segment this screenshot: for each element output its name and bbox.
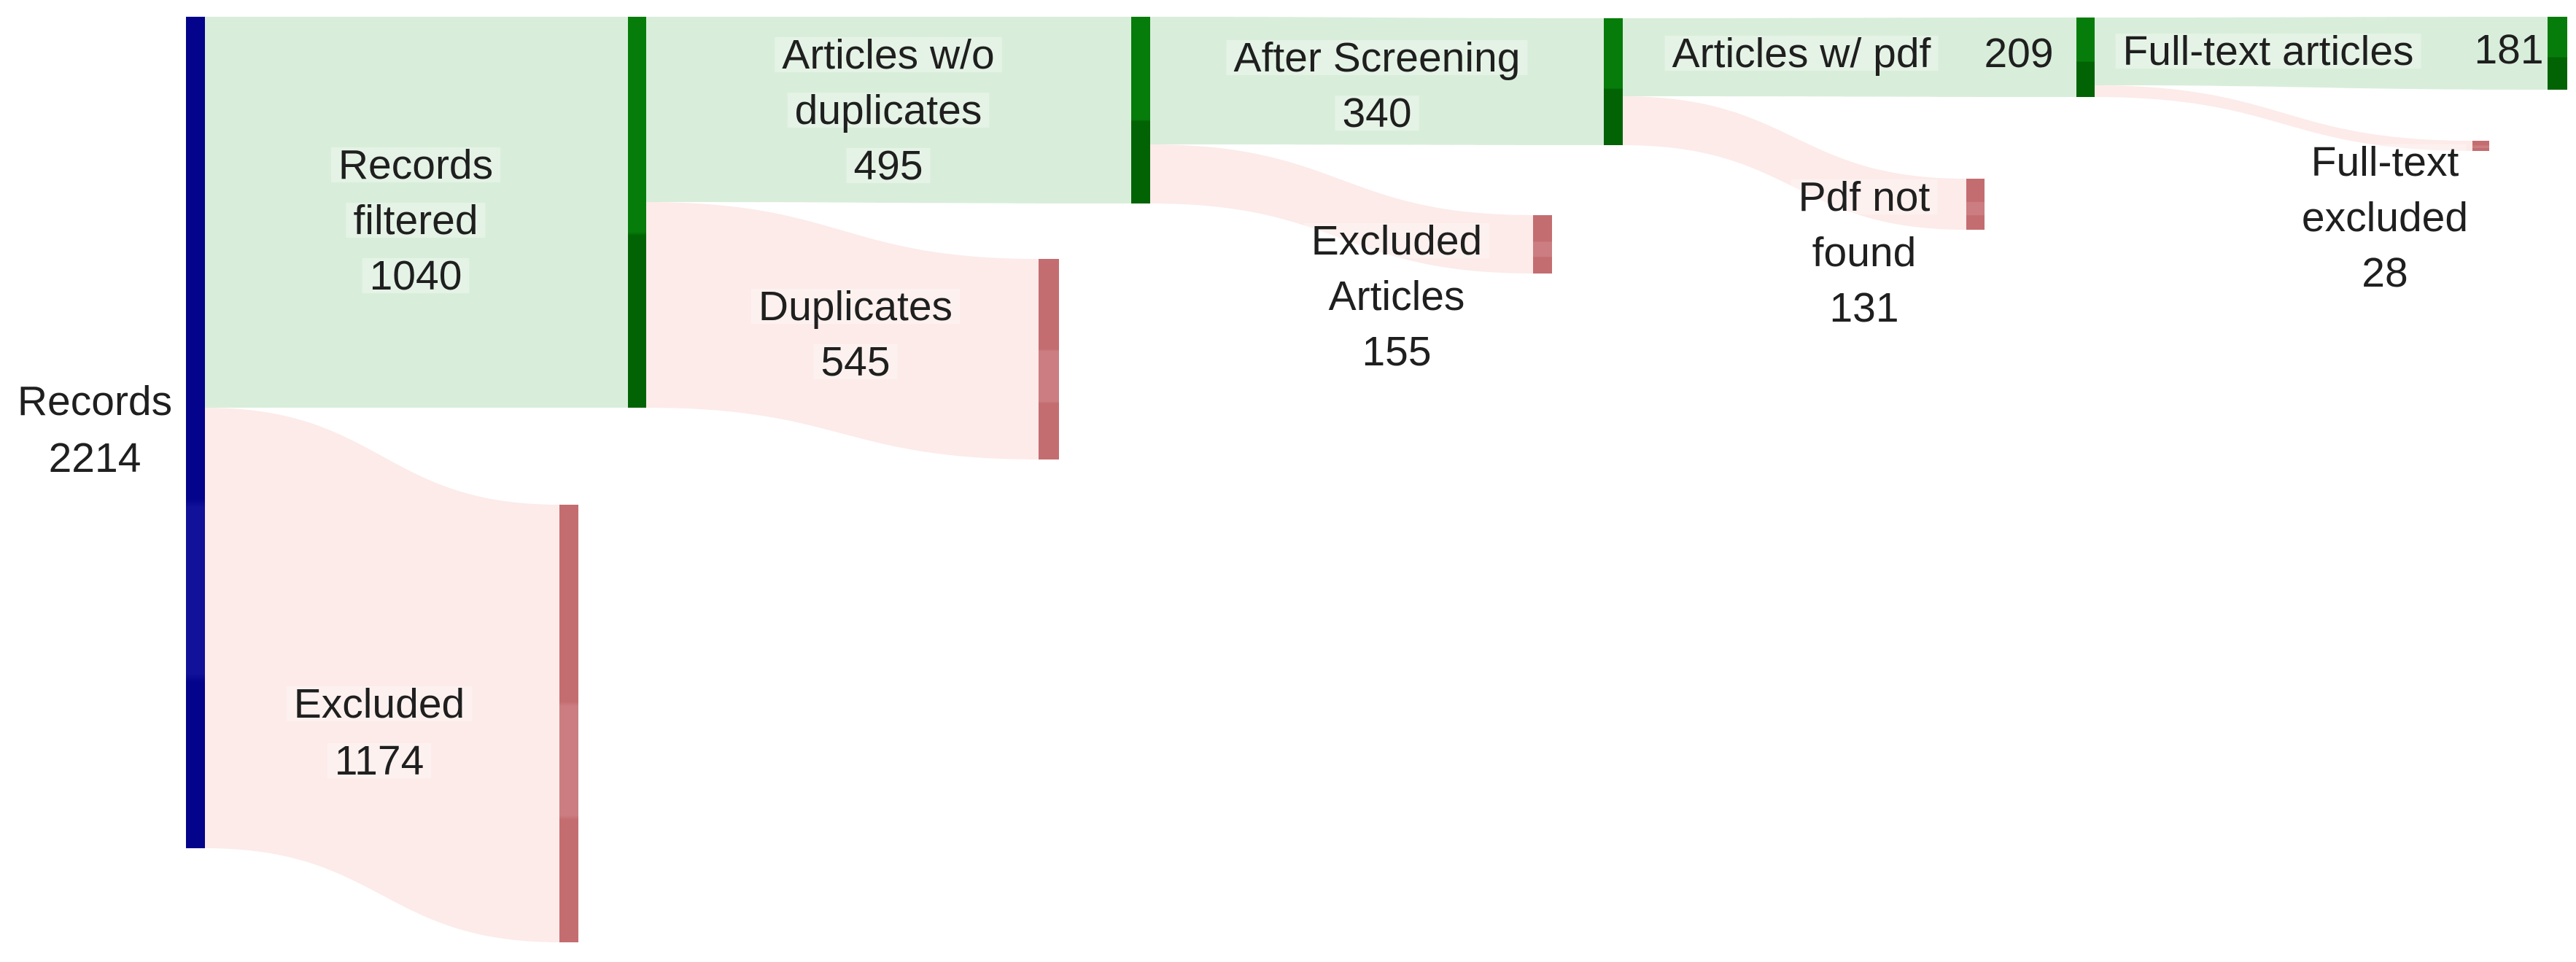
label-flow-articles-wo-duplicates-bg-3 <box>846 148 931 183</box>
label-flow-articles-w-pdf-value: 209 <box>1984 30 2053 77</box>
node-records <box>186 17 205 848</box>
label-node-records-bg-2 <box>41 441 149 476</box>
label-flow-full-text-articles-bg-1 <box>2115 34 2421 69</box>
label-flow-pdf-not-found-bg-3 <box>1822 290 1906 325</box>
label-flow-records-filtered-bg-1 <box>330 147 501 182</box>
label-flow-articles-wo-duplicates-line-1: Articles w/o <box>782 31 994 78</box>
flow-records-to-records-filtered <box>205 17 628 408</box>
label-flow-full-text-excluded-bg-3 <box>2354 255 2416 290</box>
label-flow-records-filtered-line-1: Records <box>338 141 493 188</box>
label-flow-duplicates-bg-1 <box>750 289 961 324</box>
label-flow-full-text-excluded-bg-2 <box>2294 200 2476 235</box>
flow-articles-wo-duplicates-to-excluded-articles <box>1150 144 1533 274</box>
label-flow-pdf-not-found-bg-1 <box>1791 179 1938 214</box>
label-flow-pdf-not-found-bg-2 <box>1804 235 1924 270</box>
label-flow-articles-wo-duplicates-bg-2 <box>787 93 990 128</box>
label-flow-excluded-articles-bg-2 <box>1321 279 1473 314</box>
node-duplicates <box>1039 259 1059 459</box>
label-flow-excluded-articles-line-3: 155 <box>1362 328 1431 375</box>
flow-after-screening-to-articles-w-pdf <box>1623 18 2076 97</box>
label-flow-articles-w-pdf-bg-1 <box>1664 36 1939 71</box>
node-articles-wo-duplicates <box>1131 17 1150 203</box>
flow-articles-w-pdf-to-full-text-articles <box>2095 17 2548 90</box>
label-flow-articles-wo-duplicates-line-2: duplicates <box>795 87 982 133</box>
label-flow-records-filtered-bg-2 <box>346 203 486 238</box>
label-flow-full-text-articles-value: 181 <box>2474 26 2543 73</box>
label-flow-articles-w-pdf-line-1: Articles w/ pdf <box>1672 30 1931 77</box>
label-flow-full-text-excluded-line-2: excluded <box>2302 194 2468 241</box>
flow-records-filtered-to-articles-wo-duplicates <box>646 17 1131 203</box>
label-flow-duplicates-line-1: Duplicates <box>759 283 953 330</box>
label-flow-excluded-line-2: 1174 <box>335 737 424 784</box>
label-flow-pdf-not-found-line-3: 131 <box>1829 284 1898 331</box>
flow-records-filtered-to-duplicates <box>646 202 1039 459</box>
flow-articles-wo-duplicates-to-after-screening <box>1150 17 1604 145</box>
label-flow-records-filtered-line-3: 1040 <box>370 252 462 299</box>
label-flow-articles-wo-duplicates-line-3: 495 <box>853 142 923 189</box>
label-flow-after-screening-bg-1 <box>1226 40 1528 75</box>
label-flow-records-filtered-bg-3 <box>362 258 470 293</box>
node-full-text-articles <box>2548 17 2567 90</box>
label-flow-full-text-articles-line-1: Full-text articles <box>2122 28 2413 74</box>
label-flow-excluded-bg-2 <box>327 743 432 778</box>
label-flow-after-screening-bg-2 <box>1335 96 1419 131</box>
label-flow-excluded-articles-line-2: Articles <box>1329 273 1465 319</box>
flow-after-screening-to-pdf-not-found <box>1623 96 1966 230</box>
node-articles-w-pdf <box>2076 18 2095 97</box>
label-flow-duplicates-line-2: 545 <box>820 338 890 385</box>
label-flow-pdf-not-found-line-2: found <box>1812 229 1917 276</box>
label-flow-full-text-excluded-bg-1 <box>2303 144 2467 179</box>
node-full-text-excluded <box>2472 141 2489 151</box>
node-after-screening <box>1604 18 1623 145</box>
label-flow-full-text-excluded-line-3: 28 <box>2362 249 2408 296</box>
node-pdf-not-found <box>1966 179 1985 230</box>
label-flow-after-screening-line-2: 340 <box>1342 90 1411 136</box>
label-flow-after-screening-line-1: After Screening <box>1234 34 1521 81</box>
nodes-layer <box>186 17 2567 942</box>
label-flow-excluded-line-1: Excluded <box>294 680 465 727</box>
flow-records-to-excluded <box>205 408 559 942</box>
label-flow-excluded-bg-1 <box>286 686 473 721</box>
label-node-records-line-1: Records <box>18 378 172 424</box>
label-node-records-bg-1 <box>9 384 180 419</box>
label-node-records-line-2: 2214 <box>49 435 141 481</box>
label-flow-excluded-articles-bg-3 <box>1354 334 1439 369</box>
label-flow-excluded-articles-line-1: Excluded <box>1311 217 1483 264</box>
label-flow-full-text-excluded-line-1: Full-text <box>2311 139 2459 185</box>
flows-layer <box>205 17 2548 942</box>
label-flow-excluded-articles-bg-1 <box>1303 223 1490 258</box>
flow-articles-w-pdf-to-full-text-excluded <box>2095 85 2472 151</box>
label-flow-duplicates-bg-2 <box>813 344 898 379</box>
label-flow-records-filtered-line-2: filtered <box>353 197 478 244</box>
label-flow-articles-wo-duplicates-bg-1 <box>775 37 1002 72</box>
labels-layer: Records 2214 Records filtered 1040 Excluded 11… <box>9 26 2544 784</box>
node-excluded-articles <box>1533 215 1552 274</box>
node-excluded <box>559 505 578 942</box>
node-records-filtered <box>628 17 646 408</box>
label-flow-pdf-not-found-line-1: Pdf not <box>1799 174 1931 220</box>
